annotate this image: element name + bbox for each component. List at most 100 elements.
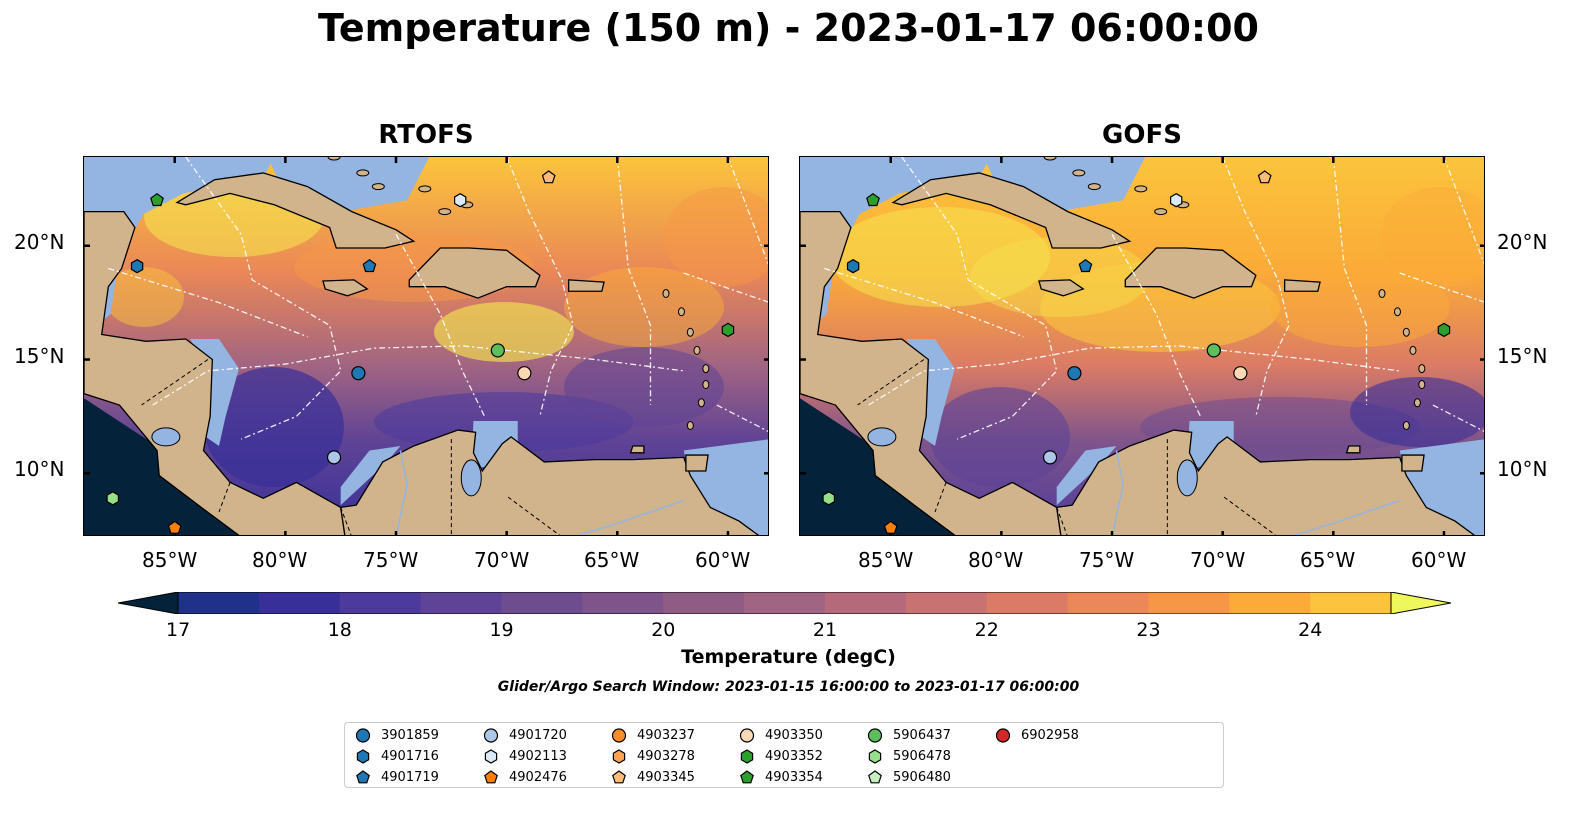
eez-boundary <box>824 267 1024 338</box>
land-mass <box>567 279 605 292</box>
pentagon-marker-icon <box>356 770 370 784</box>
land-mass <box>1345 445 1361 454</box>
eez-boundary <box>395 234 486 417</box>
legend-marker <box>483 728 499 743</box>
hexagon-marker-icon <box>484 749 498 764</box>
lat-tick-label: 20°N <box>1497 230 1548 254</box>
colorbar-segment <box>824 592 907 614</box>
figure-title: Temperature (150 m) - 2023-01-17 06:00:0… <box>317 6 1259 50</box>
search-window-caption: Glider/Argo Search Window: 2023-01-15 16… <box>497 679 1080 695</box>
legend-marker <box>740 770 754 784</box>
lon-tick-label: 60°W <box>1411 548 1467 572</box>
float-marker-5906437 <box>490 343 505 358</box>
circle-marker-icon <box>355 728 371 743</box>
legend-label: 4903237 <box>637 727 695 743</box>
eez-boundary <box>716 404 768 433</box>
pentagon-marker-icon <box>740 770 754 784</box>
colorbar-segment <box>1148 592 1230 614</box>
legend-label: 4903354 <box>765 769 823 785</box>
legend-item: 4901719 <box>355 767 439 787</box>
float-marker-4901720 <box>326 450 342 465</box>
eez-boundary <box>1432 404 1484 433</box>
map-panel-rtofs <box>83 156 769 536</box>
circle-marker-icon <box>867 728 883 743</box>
legend-marker <box>611 728 627 743</box>
pentagon-marker-icon <box>612 770 626 784</box>
float-marker-4903352 <box>1437 322 1451 338</box>
land-mass <box>322 279 369 297</box>
float-marker-4903354 <box>866 192 880 207</box>
eez-boundary <box>1111 234 1202 417</box>
hexagon-marker-icon <box>612 749 626 764</box>
colorbar-segment <box>258 592 341 614</box>
legend-marker <box>356 749 370 764</box>
float-marker-4902113 <box>1170 193 1183 208</box>
legend-item: 4903278 <box>611 746 695 766</box>
panel-title-rtofs: RTOFS <box>378 120 474 150</box>
legend-label: 5906480 <box>893 769 951 785</box>
legend-item: 4903354 <box>739 767 823 787</box>
legend-item: 4902476 <box>483 767 567 787</box>
float-marker-4901716 <box>130 259 144 274</box>
colorbar-extend-high <box>1390 591 1452 615</box>
legend-label: 5906437 <box>893 727 951 743</box>
lon-tick-label: 75°W <box>363 548 419 572</box>
colorbar-tick-label: 17 <box>166 619 191 641</box>
eez-boundary <box>152 345 684 406</box>
colorbar-segment <box>1067 592 1149 614</box>
lon-tick-label: 65°W <box>584 548 640 572</box>
colorbar-tick-label: 24 <box>1298 619 1323 641</box>
float-marker-4902476 <box>883 520 898 534</box>
land-mass <box>175 172 416 249</box>
land-mass <box>1055 429 1476 535</box>
legend-marker <box>995 728 1011 743</box>
colorbar-tick-label: 23 <box>1136 619 1161 641</box>
legend-item: 4902113 <box>483 746 567 766</box>
lat-tick-label: 10°N <box>1497 457 1548 481</box>
eez-boundary <box>727 157 768 266</box>
lon-tick-label: 75°W <box>1079 548 1135 572</box>
legend-marker <box>868 749 882 764</box>
legend-label: 4902113 <box>509 748 567 764</box>
land-mass <box>891 172 1132 249</box>
colorbar-segment <box>178 592 260 614</box>
float-marker-4901716 <box>846 259 860 274</box>
legend-item: 5906478 <box>867 746 951 766</box>
legend-label: 5906478 <box>893 748 951 764</box>
map-canvas <box>800 157 1484 535</box>
pentagon-marker-icon <box>868 770 882 784</box>
colorbar-tick-label: 18 <box>327 619 352 641</box>
eez-boundary <box>1443 157 1484 266</box>
eez-boundary <box>1222 157 1290 417</box>
pentagon-marker-icon <box>484 770 498 784</box>
legend-marker <box>355 728 371 743</box>
legend-label: 4901719 <box>381 769 439 785</box>
legend-item: 5906437 <box>867 725 951 745</box>
lat-tick-label: 20°N <box>14 230 65 254</box>
lat-tick-label: 10°N <box>14 457 65 481</box>
map-panel-gofs <box>799 156 1485 536</box>
float-marker-4903352 <box>721 322 735 338</box>
float-marker-4901719 <box>1078 258 1093 273</box>
hexagon-marker-icon <box>740 749 754 764</box>
float-marker-4901720 <box>1042 450 1058 465</box>
float-marker-4903350 <box>1233 366 1248 381</box>
colorbar-segment <box>905 592 988 614</box>
eez-boundary <box>683 272 768 303</box>
colorbar <box>117 591 1452 615</box>
float-marker-3901859 <box>351 366 366 381</box>
legend-marker <box>740 749 754 764</box>
legend-label: 6902958 <box>1021 727 1079 743</box>
colorbar-segment <box>582 592 664 614</box>
colorbar-segment <box>744 592 826 614</box>
float-marker-4902476 <box>167 520 182 534</box>
lon-tick-label: 65°W <box>1300 548 1356 572</box>
map-canvas <box>84 157 768 535</box>
legend-label: 4902476 <box>509 769 567 785</box>
legend-item: 6902958 <box>995 725 1079 745</box>
lon-tick-label: 85°W <box>142 548 198 572</box>
float-marker-4902113 <box>454 193 467 208</box>
legend-label: 4903278 <box>637 748 695 764</box>
colorbar-extend-low <box>117 591 179 615</box>
float-marker-4903345 <box>541 170 556 184</box>
